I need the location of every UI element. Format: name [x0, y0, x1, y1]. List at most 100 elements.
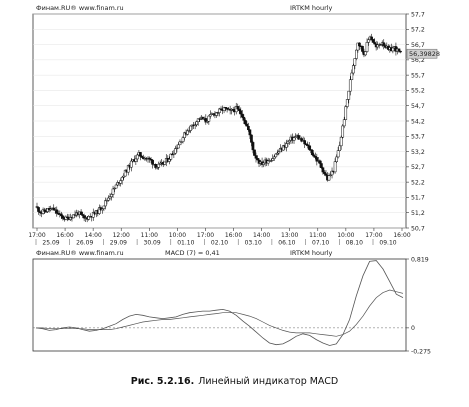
candle-body [345, 99, 349, 107]
candle-body [91, 211, 95, 218]
candle-body [256, 158, 259, 161]
candle-body [204, 118, 208, 123]
candle-body [239, 110, 243, 115]
candle-body [342, 119, 346, 127]
candle-body [207, 115, 211, 122]
candle-body [163, 161, 167, 165]
candle-body [361, 45, 364, 52]
candle-body [309, 149, 313, 151]
candle-body [272, 156, 276, 159]
candle-body [231, 109, 235, 111]
candle-body [245, 123, 249, 127]
macd-y-tick-label: 0,819 [411, 256, 429, 263]
candle-body [82, 215, 86, 219]
price-x-time-label: 16:00 [56, 232, 73, 239]
candle-body [172, 152, 176, 155]
price-x-time-label: 10:00 [169, 232, 186, 239]
candle-body [335, 156, 338, 162]
candle-body [297, 135, 300, 140]
price-chart: Финам.RU® www.finam.ru IRTKM hourly 57,7… [28, 4, 440, 247]
candle-body [169, 153, 173, 160]
candle-body [120, 176, 124, 181]
candle-body [136, 154, 139, 160]
candle-body [262, 162, 265, 165]
candle-body [157, 163, 161, 168]
candle-body [292, 137, 296, 141]
price-x-time-label: 11:00 [141, 232, 158, 239]
candle-body [116, 182, 119, 186]
candle-body [310, 150, 314, 156]
candle-body [122, 175, 126, 178]
candle-body [379, 44, 383, 46]
candle-body [348, 79, 352, 92]
candle-body [330, 170, 334, 176]
candle-body [59, 213, 63, 217]
candle-body [101, 208, 104, 211]
candle-body [364, 51, 367, 56]
candle-body [102, 205, 106, 209]
macd-chart: Финам.RU® www.finam.ru MACD (7) = 0,41 I… [32, 249, 431, 355]
candle-body [344, 106, 348, 120]
price-x-date-label: 06.10 [278, 240, 295, 247]
candle-body [81, 214, 84, 216]
price-x-date-label: 09.10 [379, 240, 396, 247]
candle-body [391, 47, 395, 52]
candle-body [336, 150, 340, 158]
candle-body [222, 106, 226, 111]
caption-text: Линейный индикатор MACD [198, 376, 339, 387]
candle-body [338, 145, 341, 151]
candle-body [110, 194, 113, 197]
candle-body [49, 208, 53, 211]
figure-caption: Рис. 5.2.16. Линейный индикатор MACD [0, 376, 469, 387]
price-x-time-label: 13:00 [281, 232, 298, 239]
candle-body [55, 209, 59, 214]
candle-body [356, 42, 360, 51]
candle-body [313, 156, 317, 158]
candle-body [300, 138, 303, 142]
candle-body [79, 211, 83, 215]
candle-body [126, 165, 130, 173]
price-y-tick-label: 52,2 [411, 179, 425, 186]
price-y-tick-label: 54,2 [411, 118, 425, 125]
candle-body [339, 136, 343, 147]
last-price-marker: 56,39828 [406, 48, 440, 59]
price-symbol-label: IRTKM hourly [290, 4, 333, 12]
candle-body [321, 167, 325, 173]
last-price-box [406, 48, 438, 59]
price-x-date-label: 01.10 [177, 240, 194, 247]
candle-body [367, 39, 370, 43]
candle-body [225, 107, 229, 110]
candle-body [323, 171, 326, 174]
candle-body [277, 151, 281, 154]
candle-body [155, 167, 159, 169]
candle-body [303, 140, 307, 145]
macd-y-axis: 0,819 0 -0,275 [406, 256, 431, 355]
candle-body [304, 143, 308, 146]
candle-body [370, 36, 373, 40]
candle-body [327, 175, 331, 181]
candle-body [399, 50, 402, 53]
candle-body [98, 207, 101, 214]
candle-body [237, 108, 241, 111]
candle-body [37, 207, 40, 212]
price-x-date-label: 02.10 [211, 240, 228, 247]
macd-indicator-label: MACD (7) = 0,41 [165, 249, 220, 257]
candle-body [196, 118, 200, 122]
candle-body [242, 116, 246, 121]
candle-body [355, 49, 358, 59]
candle-body [35, 206, 39, 208]
candle-body [286, 141, 290, 144]
candle-body [318, 160, 322, 164]
price-y-tick-label: 53,2 [411, 149, 425, 156]
macd-plot-frame [32, 258, 407, 352]
candle-body [347, 90, 351, 100]
price-y-tick-label: 57,2 [411, 27, 425, 34]
price-x-date-label: 30.09 [144, 240, 161, 247]
price-y-tick-label: 56,2 [411, 57, 425, 64]
price-y-tick-label: 55,2 [411, 88, 425, 95]
candle-body [186, 130, 189, 135]
candle-body [251, 142, 255, 151]
price-x-date-label: 03.10 [245, 240, 262, 247]
candle-body [274, 153, 278, 158]
candle-body [269, 160, 273, 162]
